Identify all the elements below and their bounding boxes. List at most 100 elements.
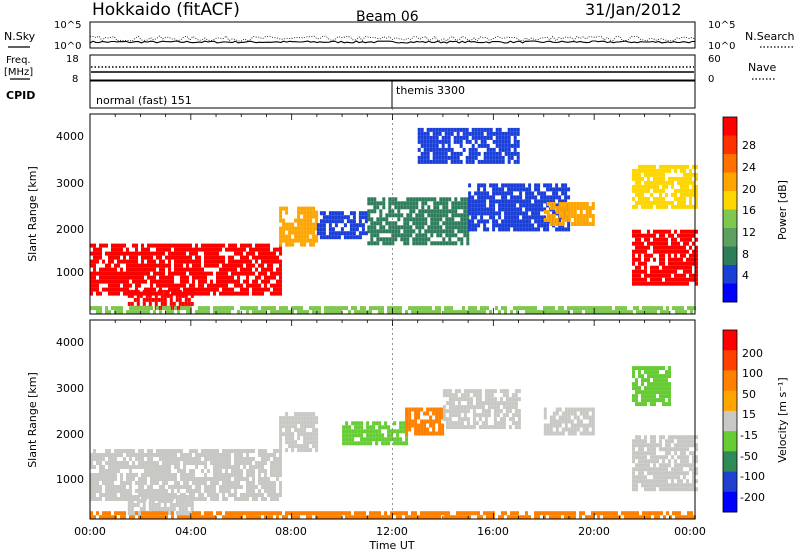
velocity-cell (511, 397, 515, 402)
power-cell (138, 283, 141, 288)
velocity-cell (108, 473, 111, 477)
velocity-cell (129, 457, 132, 461)
power-cell (417, 155, 421, 160)
power-cell (680, 204, 683, 209)
velocity-cell (396, 437, 400, 442)
power-cell (671, 200, 674, 205)
velocity-cell (558, 431, 562, 436)
velocity-cell (448, 421, 452, 426)
power-cell (165, 279, 168, 284)
velocity-cell (175, 495, 179, 499)
velocity-cell (680, 483, 683, 488)
power-cell (498, 227, 502, 232)
velocity-cell (132, 515, 135, 520)
velocity-cell (300, 420, 304, 425)
velocity-cell (496, 401, 500, 406)
velocity-cell (222, 515, 225, 520)
power-cell (216, 263, 219, 268)
power-cell (105, 271, 108, 276)
power-cell (237, 275, 240, 280)
velocity-cell (423, 515, 426, 520)
power-cell (123, 283, 126, 288)
power-cell (163, 297, 167, 302)
power-cell (303, 222, 307, 227)
power-cell (147, 267, 150, 272)
velocity-cell (181, 511, 185, 515)
power-cell (382, 225, 386, 230)
power-cell (471, 195, 475, 200)
power-cell (552, 191, 556, 196)
velocity-cell (123, 457, 126, 461)
velocity-cell (502, 417, 506, 422)
power-cell (597, 306, 600, 311)
velocity-cell (519, 515, 522, 520)
velocity-cell (99, 453, 102, 457)
power-cell (168, 255, 171, 260)
velocity-cell (276, 469, 279, 473)
power-cell (93, 255, 96, 260)
power-cell (157, 297, 161, 302)
power-cell (513, 147, 517, 152)
velocity-cell (635, 439, 638, 444)
velocity-cell (405, 423, 409, 428)
velocity-cell (408, 515, 411, 520)
velocity-cell (127, 507, 131, 511)
power-cell (255, 275, 258, 280)
velocity-cell (585, 431, 589, 436)
power-cell (406, 233, 410, 238)
power-cell (540, 310, 543, 315)
velocity-cell (665, 370, 668, 375)
velocity-cell (674, 443, 677, 448)
velocity-cell (294, 420, 298, 425)
power-cell (291, 242, 295, 247)
power-cell (288, 226, 292, 231)
velocity-cell (181, 499, 185, 503)
velocity-cell (246, 511, 249, 516)
velocity-cell (159, 469, 162, 473)
power-cell (426, 135, 430, 140)
velocity-cell (662, 378, 665, 383)
velocity-cell (493, 417, 497, 422)
velocity-cell (490, 401, 494, 406)
power-cell (189, 247, 192, 252)
power-cell (303, 242, 307, 247)
velocity-cell (683, 447, 686, 452)
velocity-cell (93, 485, 96, 489)
velocity-cell (653, 479, 656, 484)
power-cell (246, 271, 249, 276)
velocity-cell (381, 437, 385, 442)
power-cell (659, 241, 662, 246)
power-cell (123, 291, 126, 296)
power-cell (540, 215, 544, 220)
velocity-cell (399, 425, 403, 430)
velocity-cell (96, 477, 99, 481)
power-cell (513, 215, 517, 220)
power-cell (519, 227, 523, 232)
power-cell (261, 243, 264, 248)
power-cell (439, 213, 443, 218)
velocity-cell (653, 439, 656, 444)
power-cell (516, 219, 520, 224)
velocity-cell (475, 397, 479, 402)
velocity-cell (163, 503, 167, 507)
power-cell (417, 131, 421, 136)
power-cell (412, 209, 416, 214)
velocity-cell (240, 461, 243, 465)
power-cell (237, 263, 240, 268)
power-cell (409, 209, 413, 214)
power-cell (369, 306, 372, 311)
velocity-cell (237, 453, 240, 457)
velocity-cell (219, 477, 222, 481)
power-cell (210, 287, 213, 292)
velocity-cell (312, 424, 316, 429)
velocity-cell (493, 425, 497, 430)
power-cell (279, 230, 283, 235)
velocity-cell (662, 447, 665, 452)
power-cell (300, 306, 303, 311)
power-cell (138, 263, 141, 268)
power-cell (273, 259, 276, 264)
velocity-cell (564, 511, 567, 516)
power-cell (213, 259, 216, 264)
power-cell (153, 243, 156, 248)
velocity-cell (447, 511, 450, 516)
